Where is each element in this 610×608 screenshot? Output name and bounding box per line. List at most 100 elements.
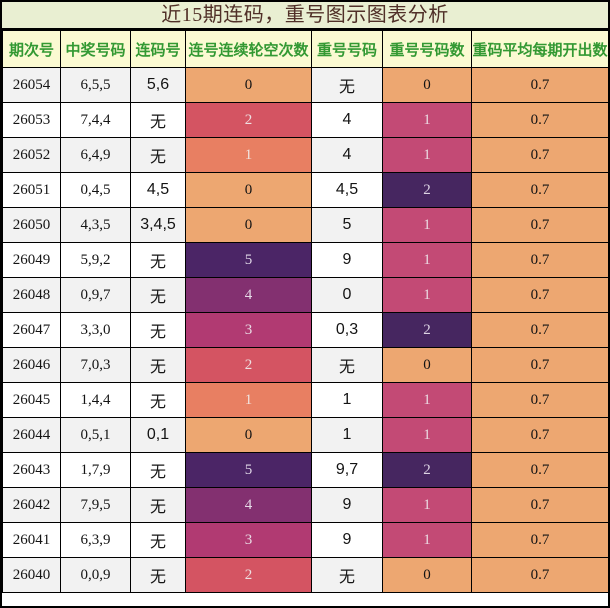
repeat-count-cell: 1 — [382, 277, 472, 313]
skip-count-cell: 0 — [185, 207, 312, 243]
table-row: 26053 7,4,4 无 2 4 1 0.7 — [2, 102, 608, 138]
winning-numbers-cell: 0,9,7 — [60, 277, 131, 313]
skip-count-cell: 2 — [185, 102, 312, 138]
period-cell: 26045 — [2, 382, 61, 418]
table-row: 26050 4,3,5 3,4,5 0 5 1 0.7 — [2, 207, 608, 243]
header-period: 期次号 — [2, 30, 61, 68]
repeat-count-cell: 1 — [382, 137, 472, 173]
repeat-count-cell: 1 — [382, 382, 472, 418]
repeat-numbers-cell: 5 — [311, 207, 383, 243]
repeat-numbers-cell: 4,5 — [311, 172, 383, 208]
consecutive-number-cell: 无 — [130, 312, 186, 348]
repeat-count-cell: 2 — [382, 172, 472, 208]
header-repeat-count: 重号号码数 — [382, 30, 472, 68]
header-skip-count: 连号连续轮空次数 — [185, 30, 312, 68]
repeat-numbers-cell: 4 — [311, 137, 383, 173]
period-cell: 26041 — [2, 522, 61, 558]
repeat-count-cell: 0 — [382, 347, 472, 383]
consecutive-number-cell: 5,6 — [130, 67, 186, 103]
average-cell: 0.7 — [471, 347, 608, 383]
skip-count-cell: 2 — [185, 347, 312, 383]
average-cell: 0.7 — [471, 557, 608, 593]
repeat-count-cell: 1 — [382, 102, 472, 138]
consecutive-number-cell: 无 — [130, 452, 186, 488]
period-cell: 26043 — [2, 452, 61, 488]
analysis-table: 期次号 中奖号码 连码号 连号连续轮空次数 重号号码 重号号码数 重码平均每期开… — [2, 30, 608, 593]
skip-count-cell: 3 — [185, 312, 312, 348]
header-repeat-numbers: 重号号码 — [311, 30, 383, 68]
average-cell: 0.7 — [471, 417, 608, 453]
repeat-count-cell: 1 — [382, 487, 472, 523]
average-cell: 0.7 — [471, 67, 608, 103]
header-winning-numbers: 中奖号码 — [60, 30, 131, 68]
repeat-numbers-cell: 9 — [311, 522, 383, 558]
table-row: 26046 7,0,3 无 2 无 0 0.7 — [2, 347, 608, 383]
period-cell: 26052 — [2, 137, 61, 173]
table-row: 26044 0,5,1 0,1 0 1 1 0.7 — [2, 417, 608, 453]
skip-count-cell: 1 — [185, 137, 312, 173]
skip-count-cell: 5 — [185, 452, 312, 488]
table-row: 26040 0,0,9 无 2 无 0 0.7 — [2, 557, 608, 593]
winning-numbers-cell: 5,9,2 — [60, 242, 131, 278]
winning-numbers-cell: 6,5,5 — [60, 67, 131, 103]
average-cell: 0.7 — [471, 207, 608, 243]
table-row: 26045 1,4,4 无 1 1 1 0.7 — [2, 382, 608, 418]
repeat-numbers-cell: 0,3 — [311, 312, 383, 348]
repeat-count-cell: 1 — [382, 417, 472, 453]
skip-count-cell: 1 — [185, 382, 312, 418]
winning-numbers-cell: 6,4,9 — [60, 137, 131, 173]
table-row: 26052 6,4,9 无 1 4 1 0.7 — [2, 137, 608, 173]
repeat-numbers-cell: 0 — [311, 277, 383, 313]
winning-numbers-cell: 4,3,5 — [60, 207, 131, 243]
period-cell: 26044 — [2, 417, 61, 453]
table-row: 26049 5,9,2 无 5 9 1 0.7 — [2, 242, 608, 278]
header-consecutive-number: 连码号 — [130, 30, 186, 68]
consecutive-number-cell: 无 — [130, 102, 186, 138]
winning-numbers-cell: 7,4,4 — [60, 102, 131, 138]
average-cell: 0.7 — [471, 172, 608, 208]
repeat-numbers-cell: 无 — [311, 557, 383, 593]
table-row: 26041 6,3,9 无 3 9 1 0.7 — [2, 522, 608, 558]
repeat-numbers-cell: 无 — [311, 347, 383, 383]
repeat-count-cell: 2 — [382, 312, 472, 348]
table-row: 26048 0,9,7 无 4 0 1 0.7 — [2, 277, 608, 313]
winning-numbers-cell: 1,7,9 — [60, 452, 131, 488]
average-cell: 0.7 — [471, 242, 608, 278]
header-average-per-period: 重码平均每期开出数 — [471, 30, 608, 68]
average-cell: 0.7 — [471, 487, 608, 523]
table-row: 26042 7,9,5 无 4 9 1 0.7 — [2, 487, 608, 523]
skip-count-cell: 5 — [185, 242, 312, 278]
consecutive-number-cell: 无 — [130, 522, 186, 558]
skip-count-cell: 0 — [185, 67, 312, 103]
repeat-count-cell: 1 — [382, 207, 472, 243]
consecutive-number-cell: 无 — [130, 382, 186, 418]
winning-numbers-cell: 0,5,1 — [60, 417, 131, 453]
average-cell: 0.7 — [471, 452, 608, 488]
period-cell: 26042 — [2, 487, 61, 523]
period-cell: 26051 — [2, 172, 61, 208]
skip-count-cell: 0 — [185, 417, 312, 453]
winning-numbers-cell: 6,3,9 — [60, 522, 131, 558]
average-cell: 0.7 — [471, 382, 608, 418]
repeat-numbers-cell: 9 — [311, 242, 383, 278]
table-row: 26047 3,3,0 无 3 0,3 2 0.7 — [2, 312, 608, 348]
repeat-numbers-cell: 4 — [311, 102, 383, 138]
winning-numbers-cell: 0,0,9 — [60, 557, 131, 593]
repeat-numbers-cell: 1 — [311, 382, 383, 418]
period-cell: 26054 — [2, 67, 61, 103]
table-body: 26054 6,5,5 5,6 0 无 0 0.7 26053 7,4,4 无 … — [2, 67, 608, 593]
consecutive-number-cell: 无 — [130, 277, 186, 313]
repeat-numbers-cell: 9,7 — [311, 452, 383, 488]
skip-count-cell: 0 — [185, 172, 312, 208]
consecutive-number-cell: 无 — [130, 137, 186, 173]
consecutive-number-cell: 无 — [130, 347, 186, 383]
winning-numbers-cell: 0,4,5 — [60, 172, 131, 208]
average-cell: 0.7 — [471, 137, 608, 173]
repeat-numbers-cell: 无 — [311, 67, 383, 103]
repeat-count-cell: 1 — [382, 522, 472, 558]
repeat-count-cell: 0 — [382, 67, 472, 103]
consecutive-number-cell: 无 — [130, 557, 186, 593]
period-cell: 26050 — [2, 207, 61, 243]
average-cell: 0.7 — [471, 277, 608, 313]
